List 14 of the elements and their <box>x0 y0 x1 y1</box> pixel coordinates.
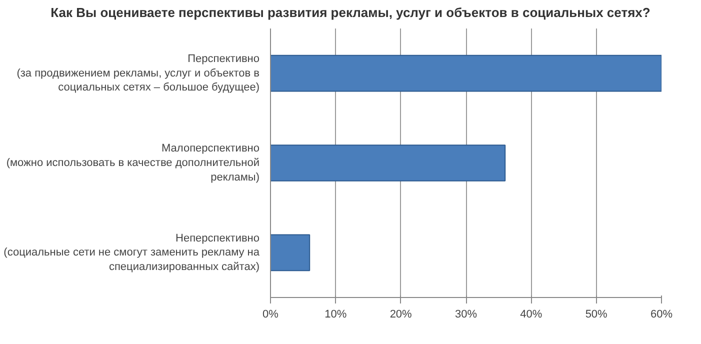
bar <box>270 144 506 181</box>
x-tick-label: 60% <box>650 308 673 320</box>
x-tick-label: 50% <box>585 308 608 320</box>
bar <box>270 234 310 271</box>
x-tick-label: 0% <box>262 308 279 320</box>
x-tick-label: 20% <box>390 308 412 320</box>
x-tick-label: 10% <box>324 308 347 320</box>
bar <box>270 54 662 92</box>
x-tick-label: 40% <box>520 308 542 320</box>
y-tick-label: Перспективно (за продвижением рекламы, услуг и объектов в социальных сетях – большое будущее) <box>16 52 260 94</box>
y-tick-label: Малоперспективно (можно использовать в качестве дополнительной рекламы) <box>6 142 260 183</box>
chart-title: Как Вы оцениваете перспективы развития рекламы, услуг и объектов в социальных сетях? <box>50 4 650 22</box>
x-tick-label: 30% <box>454 308 478 320</box>
y-tick-label: Неперспективно (социальные сети не смогут заменить рекламу на специализированных сайтах) <box>4 232 260 273</box>
